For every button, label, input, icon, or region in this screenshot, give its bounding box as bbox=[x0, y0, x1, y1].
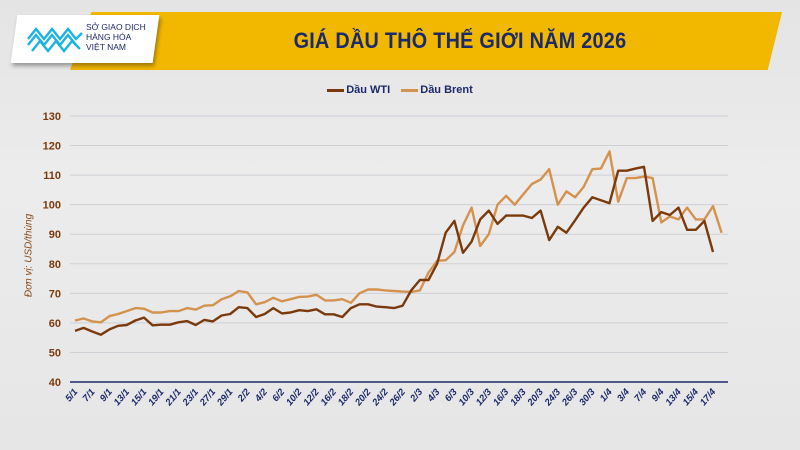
logo-icon bbox=[27, 27, 83, 53]
x-tick-label: 2/3 bbox=[408, 386, 426, 405]
y-tick-label: 50 bbox=[49, 347, 61, 359]
x-tick-label: 16/3 bbox=[491, 386, 512, 408]
x-tick-label: 24/3 bbox=[542, 386, 563, 409]
y-tick-label: 90 bbox=[49, 229, 61, 241]
y-tick-label: 110 bbox=[43, 170, 61, 182]
x-tick-label: 27/1 bbox=[197, 387, 218, 409]
x-tick-label: 18/3 bbox=[508, 386, 529, 408]
y-tick-label: 60 bbox=[49, 318, 61, 330]
logo-text: SỞ GIAO DỊCH HÀNG HÓA VIỆT NAM bbox=[86, 22, 146, 52]
x-tick-label: 19/1 bbox=[146, 387, 166, 408]
series-line-brent bbox=[74, 150, 723, 324]
x-tick-label: 10/3 bbox=[457, 386, 478, 408]
x-tick-label: 24/2 bbox=[370, 386, 391, 409]
x-tick-label: 23/1 bbox=[180, 387, 201, 409]
x-tick-label: 3/4 bbox=[615, 386, 632, 404]
x-tick-label: 20/2 bbox=[352, 386, 373, 409]
y-tick-label: 130 bbox=[43, 111, 61, 123]
chart-title: GIÁ DẦU THÔ THẾ GIỚI NĂM 2026 bbox=[293, 28, 627, 53]
x-tick-label: 13/4 bbox=[663, 386, 684, 408]
x-tick-label: 15/1 bbox=[129, 387, 149, 408]
y-tick-label: 120 bbox=[43, 141, 61, 153]
x-tick-label: 1/4 bbox=[598, 386, 615, 404]
y-tick-label: 80 bbox=[49, 259, 61, 271]
x-tick-label: 17/4 bbox=[698, 386, 719, 408]
legend-swatch bbox=[327, 88, 345, 92]
x-tick-label: 15/4 bbox=[681, 386, 702, 408]
x-tick-label: 21/1 bbox=[163, 387, 184, 409]
x-tick-label: 12/2 bbox=[301, 386, 322, 408]
legend-swatch bbox=[401, 88, 419, 92]
y-tick-label: 100 bbox=[43, 200, 61, 212]
logo-line: VIỆT NAM bbox=[86, 42, 126, 52]
legend: Dầu WTI Dầu Brent bbox=[0, 84, 800, 96]
x-tick-label: 7/1 bbox=[81, 387, 98, 404]
x-tick-label: 4/2 bbox=[252, 386, 270, 405]
legend-label: Dầu WTI bbox=[346, 84, 391, 96]
x-tick-label: 16/2 bbox=[319, 386, 340, 408]
x-tick-label: 7/4 bbox=[632, 386, 649, 404]
title-banner bbox=[70, 12, 782, 70]
x-tick-label: 2/2 bbox=[235, 386, 253, 405]
y-tick-label: 70 bbox=[49, 288, 61, 300]
x-tick-label: 26/2 bbox=[387, 386, 408, 409]
x-tick-label: 20/3 bbox=[525, 386, 546, 409]
x-tick-label: 5/1 bbox=[63, 387, 80, 404]
x-tick-label: 18/2 bbox=[336, 386, 357, 408]
y-tick-label: 40 bbox=[49, 377, 61, 389]
x-tick-label: 29/1 bbox=[215, 387, 236, 409]
legend-item-brent: Dầu Brent bbox=[401, 84, 473, 96]
logo-line: HÀNG HÓA bbox=[86, 32, 132, 42]
series-line-wti bbox=[74, 165, 715, 336]
x-tick-label: 26/3 bbox=[559, 386, 580, 409]
legend-label: Dầu Brent bbox=[420, 84, 473, 96]
x-tick-label: 4/3 bbox=[425, 386, 443, 405]
legend-item-wti: Dầu WTI bbox=[327, 84, 390, 96]
x-tick-label: 30/3 bbox=[577, 386, 598, 408]
x-tick-label: 10/2 bbox=[284, 386, 305, 408]
x-tick-label: 12/3 bbox=[474, 386, 495, 408]
logo-line: SỞ GIAO DỊCH bbox=[86, 22, 146, 32]
x-tick-label: 13/1 bbox=[112, 387, 132, 408]
